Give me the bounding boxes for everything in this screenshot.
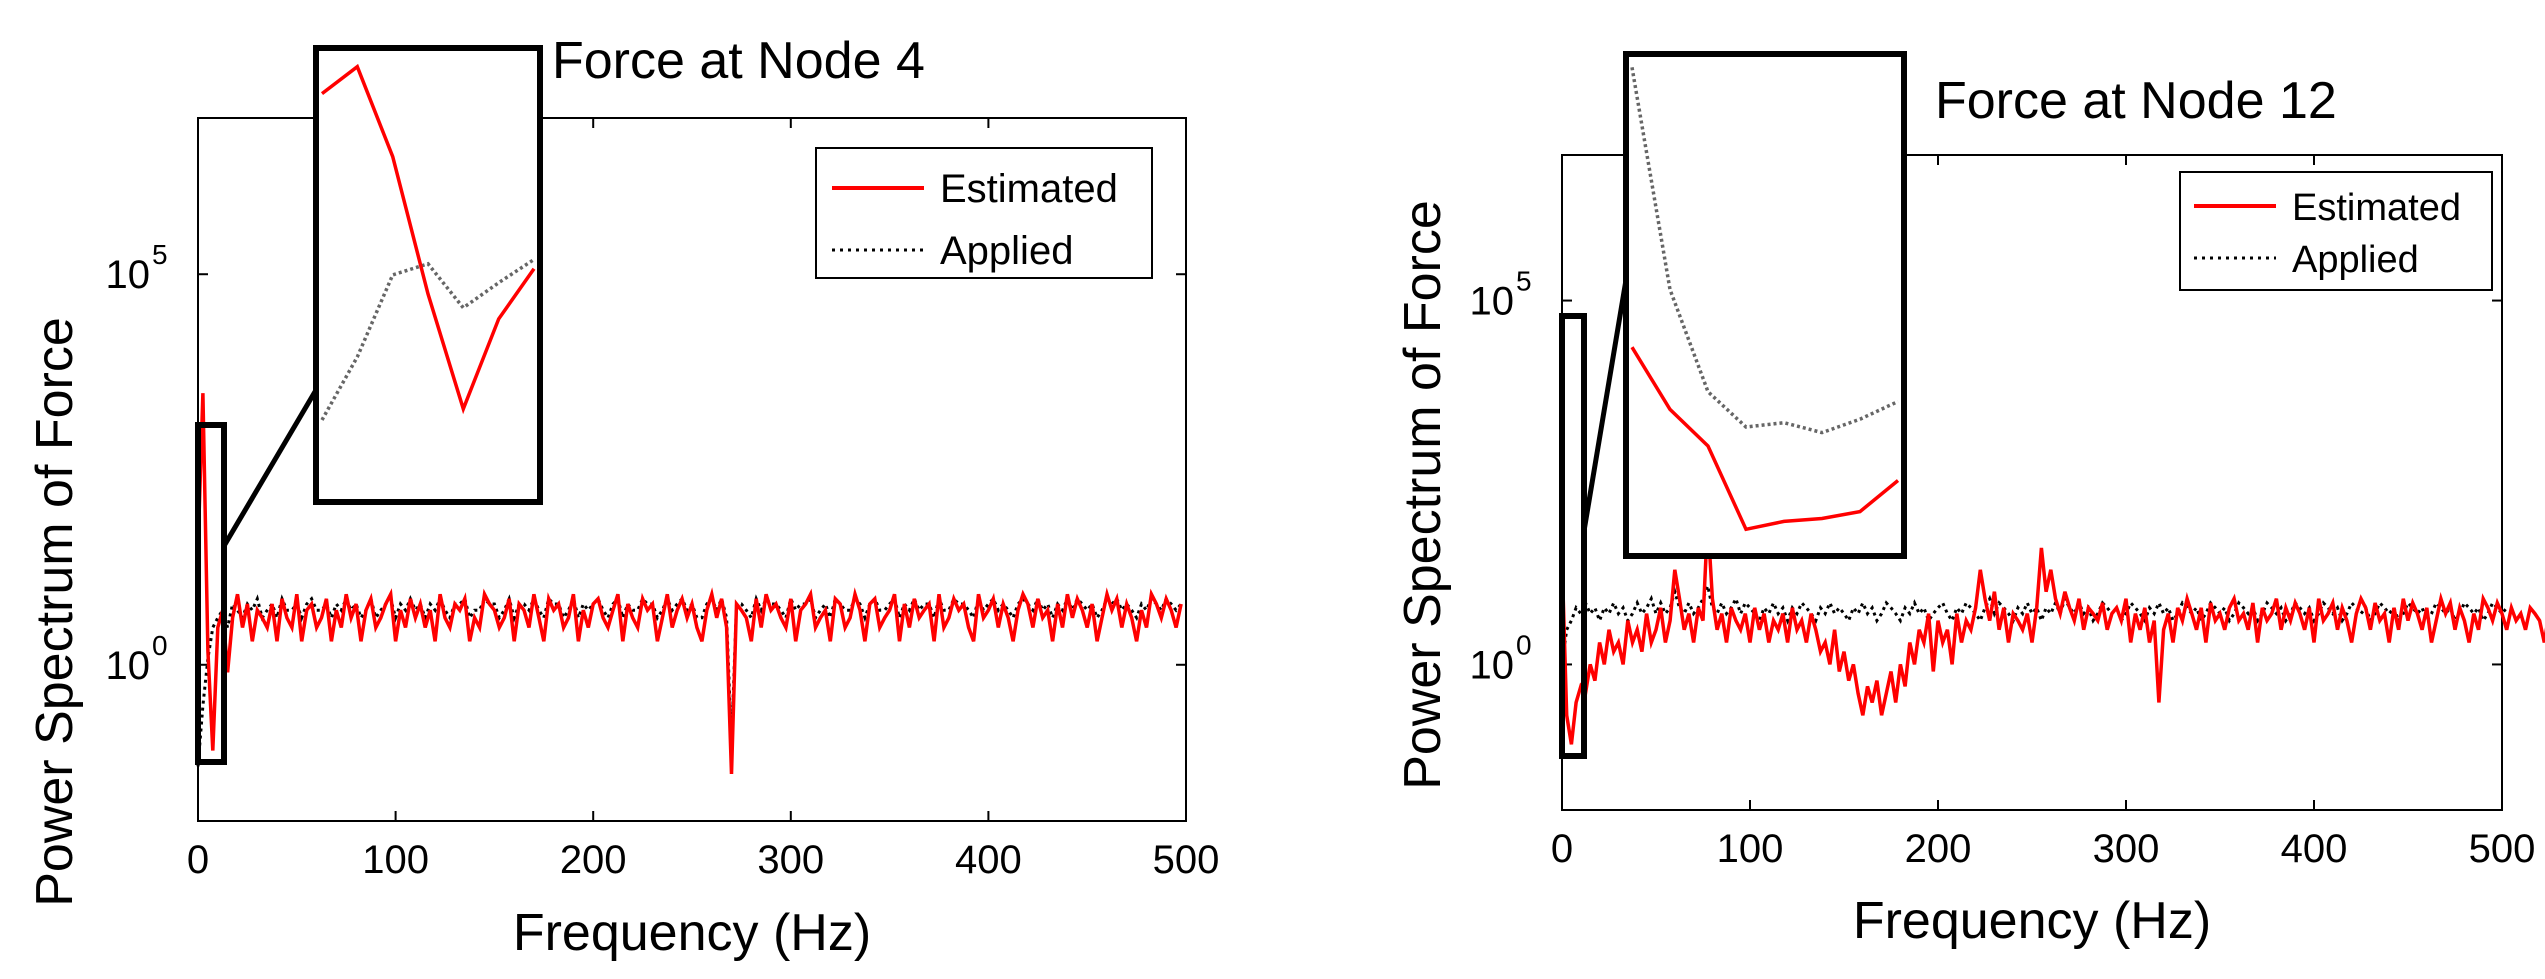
inset-series-line-estimated	[320, 63, 536, 415]
zoom-connector-line	[1581, 279, 1629, 532]
inset-lines	[1630, 67, 1900, 532]
x-ticks: 0 100 200 300 400 500	[187, 118, 1220, 882]
plot-lines	[1560, 518, 2545, 745]
x-tick-label: 100	[1717, 827, 1784, 871]
inset-box	[313, 45, 543, 505]
legend-box	[815, 147, 1153, 279]
series-line-estimated	[1560, 518, 2545, 745]
y-tick-label-exponent: 5	[152, 239, 168, 270]
y-tick-label-base: 10	[1470, 280, 1515, 324]
y-ticks: 10 010 5	[106, 239, 1186, 688]
series-line-applied	[196, 594, 1183, 767]
x-tick-label: 0	[1551, 827, 1573, 871]
chart-panel-node-4: 0 100 200 300 400 500 10 010 5 Power Spectrum o…	[26, 32, 1219, 962]
inset-box	[1623, 51, 1907, 559]
zoom-region-box	[195, 422, 227, 765]
chart-title: Force at Node 12	[1935, 72, 2337, 130]
inset-plot	[1623, 51, 1907, 559]
inset-lines	[320, 63, 536, 421]
inset-series-line-estimated	[1630, 346, 1900, 532]
plot-lines	[196, 393, 1183, 775]
chart-title: Force at Node 4	[552, 32, 925, 90]
x-axis-label: Frequency (Hz)	[1853, 892, 2211, 950]
legend-label-estimated: Estimated	[940, 167, 1118, 211]
y-tick-label-base: 10	[1470, 643, 1515, 687]
inset-plot	[313, 45, 543, 505]
zoom-connector-line	[221, 388, 319, 548]
legend-box	[2179, 171, 2493, 291]
series-line-applied	[1560, 580, 2508, 665]
x-tick-label: 400	[955, 838, 1022, 882]
legend-label-estimated: Estimated	[2292, 187, 2461, 229]
x-tick-label: 200	[560, 838, 627, 882]
y-tick-label-base: 10	[106, 253, 151, 297]
x-tick-label: 200	[1905, 827, 1972, 871]
x-tick-label: 500	[2469, 827, 2536, 871]
y-axis-label: Power Spectrum of Force	[26, 317, 84, 907]
legend-label-applied: Applied	[2292, 239, 2419, 281]
chart-panel-node-12: 0 100 200 300 400 500 10 010 5 Power Spectrum o…	[1394, 51, 2545, 950]
zoom-region-box	[1559, 313, 1587, 759]
y-tick-label-exponent: 5	[1516, 266, 1532, 297]
x-tick-label: 100	[362, 838, 429, 882]
series-line-estimated	[196, 393, 1183, 775]
y-ticks: 10 010 5	[1470, 266, 2502, 687]
y-tick-label-exponent: 0	[152, 630, 168, 661]
x-tick-label: 0	[187, 838, 209, 882]
inset-series-line-applied	[320, 258, 535, 421]
y-axis-label: Power Spectrum of Force	[1394, 200, 1452, 790]
y-tick-label-exponent: 0	[1516, 629, 1532, 660]
x-tick-label: 400	[2281, 827, 2348, 871]
x-axis-label: Frequency (Hz)	[513, 904, 871, 962]
legend-label-applied: Applied	[940, 229, 1073, 273]
x-tick-label: 300	[2093, 827, 2160, 871]
x-tick-label: 300	[757, 838, 824, 882]
x-ticks: 0 100 200 300 400 500	[1551, 155, 2536, 871]
x-tick-label: 500	[1153, 838, 1220, 882]
y-tick-label-base: 10	[106, 644, 151, 688]
legend: Estimated Applied	[815, 147, 1153, 279]
legend: Estimated Applied	[2179, 171, 2493, 291]
